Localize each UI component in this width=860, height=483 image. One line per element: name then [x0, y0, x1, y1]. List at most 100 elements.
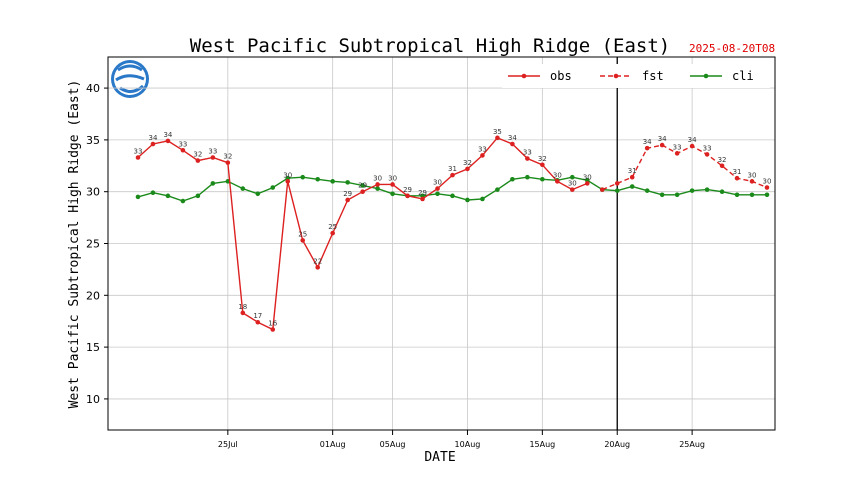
data-point-obs: [495, 135, 500, 141]
data-label-obs: 32: [193, 151, 202, 159]
data-point-obs: [360, 189, 365, 194]
series-line-fst: [602, 144, 768, 191]
y-tick-label: 30: [86, 186, 100, 199]
data-point-obs: [300, 238, 306, 243]
data-label-obs: 34: [148, 134, 157, 142]
data-point-obs: [480, 153, 485, 158]
y-tick-label: 20: [86, 289, 100, 302]
y-tick-label: 10: [86, 393, 100, 406]
data-point-fst: [644, 145, 650, 151]
x-tick-label: 15Aug: [529, 440, 555, 449]
data-point-cli: [749, 192, 755, 198]
data-label-obs: 30: [283, 171, 292, 179]
legend-label-obs: obs: [550, 69, 572, 83]
data-point-cli: [165, 193, 171, 199]
data-point-fst: [719, 163, 725, 169]
data-point-cli: [180, 198, 186, 204]
data-point-obs: [165, 138, 171, 144]
data-label-obs: 29: [343, 190, 352, 198]
legend-label-cli: cli: [732, 69, 754, 83]
data-point-cli: [210, 181, 216, 186]
data-label-fst: 31: [628, 167, 637, 175]
data-point-cli: [540, 176, 545, 182]
data-label-obs: 29: [403, 186, 412, 194]
data-label-fst: 33: [673, 143, 682, 151]
data-point-obs: [525, 156, 530, 161]
data-point-obs: [135, 155, 141, 160]
data-label-obs: 30: [433, 179, 442, 187]
data-label-obs: 33: [208, 148, 217, 156]
series-obs: 33 34 34 33 32 33 32 18 17 16 30 25 22 25 29 29 30 30 29 29…: [134, 128, 592, 332]
x-tick-label: 25Aug: [679, 440, 705, 449]
data-point-obs: [180, 147, 186, 153]
chart-title: West Pacific Subtropical High Ridge (Eas…: [190, 35, 670, 57]
data-point-cli: [270, 185, 276, 190]
data-point-cli: [764, 192, 770, 198]
y-axis-label: West Pacific Subtropical High Ridge (Eas…: [67, 80, 82, 409]
data-point-obs: [375, 182, 380, 187]
data-label-fst: 32: [718, 156, 727, 164]
data-point-cli: [450, 193, 455, 199]
logo-icon: [111, 60, 149, 98]
data-point-cli: [360, 183, 365, 188]
data-point-cli: [495, 187, 500, 192]
data-point-obs: [405, 193, 410, 199]
data-label-obs: 22: [313, 257, 322, 265]
data-point-obs: [390, 182, 395, 187]
data-point-cli: [435, 191, 440, 197]
data-point-obs: [555, 179, 560, 184]
data-point-obs: [450, 172, 455, 178]
data-point-cli: [704, 187, 710, 192]
data-label-fst: 30: [748, 171, 757, 179]
data-point-cli: [465, 197, 470, 203]
data-point-fst: [599, 187, 605, 192]
data-label-obs: 33: [178, 140, 187, 148]
data-point-obs: [150, 141, 156, 147]
data-point-cli: [240, 186, 246, 191]
data-label-obs: 30: [553, 171, 562, 179]
data-point-cli: [570, 174, 575, 180]
data-label-obs: 16: [268, 319, 277, 327]
data-point-cli: [659, 192, 665, 198]
data-point-obs: [285, 179, 291, 184]
data-label-obs: 34: [508, 134, 517, 142]
x-axis-ticks: 25Jul 01Aug 05Aug 10Aug 15Aug 20Aug 25Aug: [218, 430, 705, 449]
data-point-obs: [510, 141, 515, 147]
data-point-fst: [659, 142, 665, 148]
legend-marker-fst: [613, 73, 619, 79]
data-point-cli: [629, 184, 635, 189]
data-point-cli: [480, 196, 485, 202]
data-label-obs: 33: [134, 148, 143, 156]
y-tick-label: 15: [86, 341, 100, 354]
data-point-cli: [330, 179, 335, 184]
data-label-obs: 30: [583, 173, 592, 181]
data-label-fst: 33: [703, 144, 712, 152]
data-point-obs: [465, 166, 470, 172]
legend-box: [502, 64, 770, 88]
x-tick-label: 10Aug: [455, 440, 481, 449]
grid-lines: [108, 57, 775, 430]
data-point-cli: [525, 174, 530, 180]
x-tick-label: 05Aug: [380, 440, 406, 449]
data-point-cli: [674, 192, 680, 198]
data-point-fst: [674, 151, 680, 156]
data-label-obs: 17: [253, 312, 262, 320]
data-point-cli: [375, 186, 380, 191]
y-tick-label: 25: [86, 238, 100, 251]
data-point-obs: [315, 265, 320, 270]
data-label-fst: 34: [688, 136, 697, 144]
data-point-obs: [240, 310, 246, 316]
data-label-obs: 25: [328, 223, 337, 231]
data-point-cli: [734, 192, 740, 198]
data-label-obs: 29: [358, 182, 367, 190]
x-axis-label: DATE: [424, 450, 455, 465]
data-point-obs: [584, 181, 590, 186]
data-point-cli: [345, 180, 350, 185]
chart-legend: obs fst cli: [502, 64, 770, 88]
data-label-obs: 30: [388, 174, 397, 182]
x-tick-label: 01Aug: [320, 440, 346, 449]
data-point-obs: [255, 319, 261, 325]
data-point-obs: [570, 187, 575, 192]
data-point-cli: [150, 190, 156, 196]
x-tick-label: 25Jul: [218, 440, 238, 449]
